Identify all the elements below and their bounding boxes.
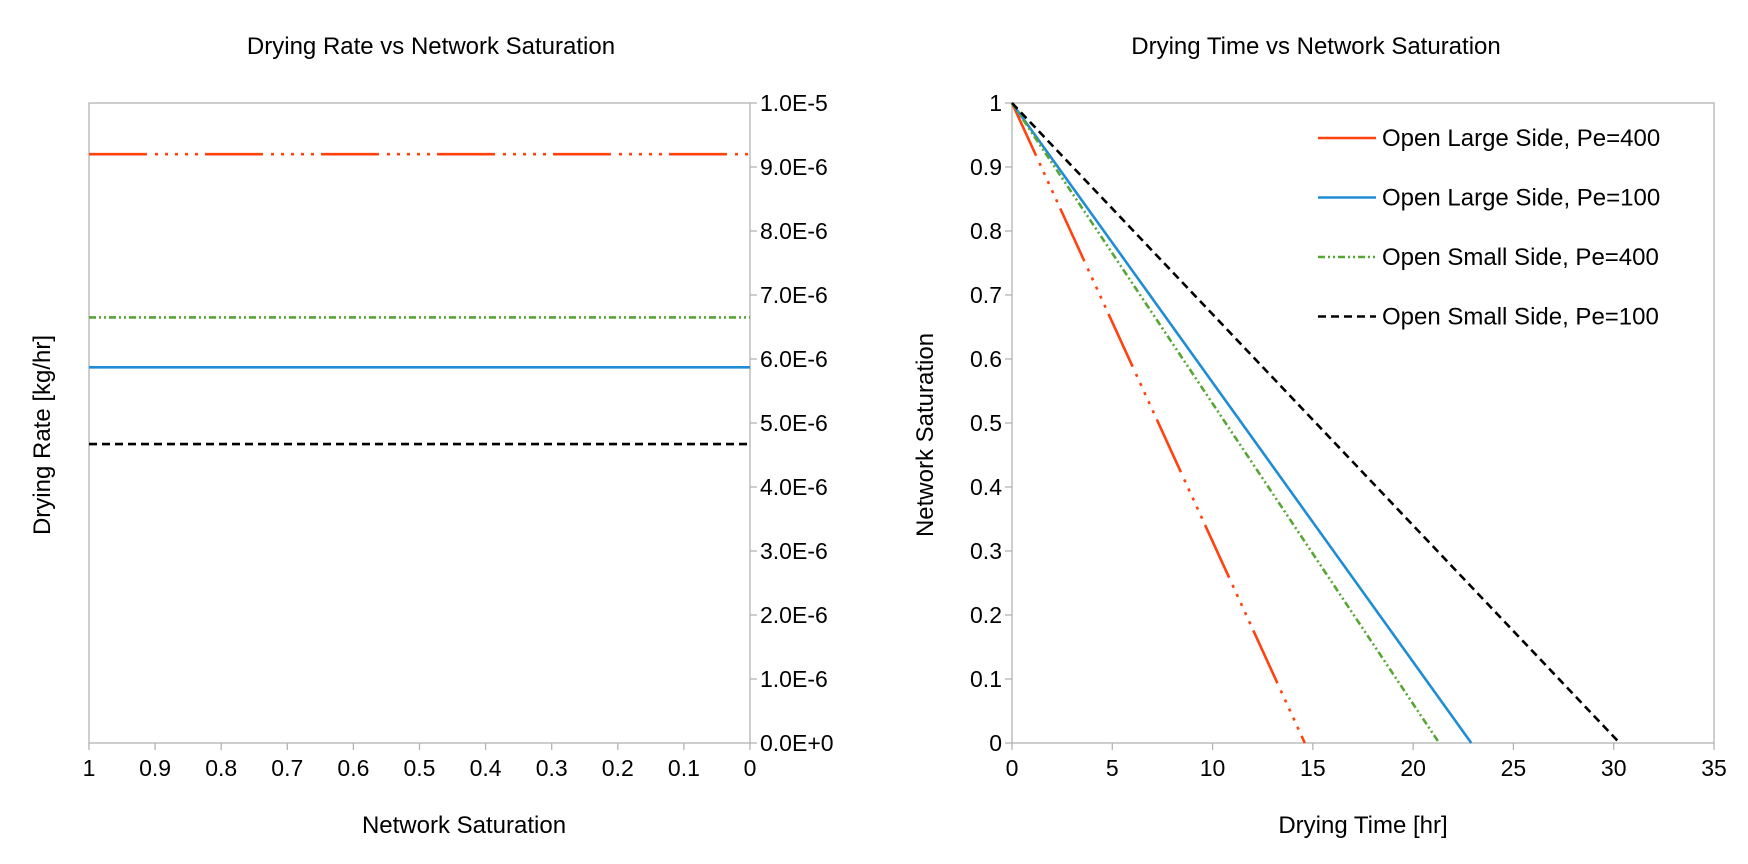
y-tick-label: 2.0E-6 — [760, 602, 828, 628]
y-tick-label: 0.6 — [970, 346, 1002, 372]
x-tick-label: 35 — [1701, 755, 1727, 781]
y-tick-label: 8.0E-6 — [760, 218, 828, 244]
y-tick-label: 0.9 — [970, 154, 1002, 180]
series-line-open-small-side-pe-400 — [1010, 102, 1441, 744]
x-tick-label: 0.2 — [602, 755, 634, 781]
x-tick-label: 0 — [1006, 755, 1019, 781]
y-tick-label: 0.2 — [970, 602, 1002, 628]
y-axis-label: Drying Rate [kg/hr] — [29, 335, 56, 535]
x-tick-label: 0.1 — [668, 755, 700, 781]
x-tick-label: 30 — [1601, 755, 1627, 781]
x-tick-label: 0.9 — [139, 755, 171, 781]
y-tick-label: 0.7 — [970, 282, 1002, 308]
x-tick-label: 0.7 — [271, 755, 303, 781]
legend-label: Open Large Side, Pe=100 — [1382, 185, 1660, 212]
x-tick-label: 10 — [1200, 755, 1226, 781]
chart-title: Drying Time vs Network Saturation — [1131, 33, 1500, 60]
x-tick-label: 0.5 — [404, 755, 436, 781]
y-axis-ticks: 0 0.1 0.2 0.3 0.4 0.5 0.6 0.7 0.8 0.9 1 — [970, 90, 1012, 756]
plot-area-border — [88, 102, 751, 744]
series-lines — [1010, 102, 1621, 744]
y-tick-label: 6.0E-6 — [760, 346, 828, 372]
legend-label: Open Small Side, Pe=100 — [1382, 304, 1659, 331]
y-axis-label: Network Saturation — [912, 333, 939, 537]
y-tick-label: 5.0E-6 — [760, 410, 828, 436]
x-tick-label: 25 — [1501, 755, 1527, 781]
x-tick-label: 0.4 — [470, 755, 502, 781]
y-tick-label: 3.0E-6 — [760, 538, 828, 564]
chart-title: Drying Rate vs Network Saturation — [247, 33, 615, 60]
y-tick-label: 1 — [989, 90, 1002, 116]
x-tick-label: 20 — [1400, 755, 1426, 781]
y-tick-label: 0.8 — [970, 218, 1002, 244]
x-tick-label: 0 — [744, 755, 757, 781]
chart-rate: Drying Rate vs Network Saturation Networ… — [29, 33, 834, 839]
x-tick-label: 0.3 — [536, 755, 568, 781]
chart-time: Drying Time vs Network Saturation Drying… — [912, 33, 1727, 839]
y-tick-label: 0.3 — [970, 538, 1002, 564]
y-tick-label: 1.0E-6 — [760, 666, 828, 692]
x-axis-label: Network Saturation — [362, 812, 566, 839]
x-tick-label: 0.6 — [337, 755, 369, 781]
y-tick-label: 4.0E-6 — [760, 474, 828, 500]
series-line-open-large-side-pe-400 — [1010, 102, 1306, 744]
legend-label: Open Large Side, Pe=400 — [1382, 125, 1660, 152]
series-lines — [89, 152, 750, 446]
y-tick-label: 0 — [989, 730, 1002, 756]
y-tick-label: 0.0E+0 — [760, 730, 834, 756]
series-line-open-large-side-pe-100 — [1010, 102, 1473, 744]
x-tick-label: 15 — [1300, 755, 1326, 781]
y-tick-label: 7.0E-6 — [760, 282, 828, 308]
x-tick-label: 0.8 — [205, 755, 237, 781]
legend-label: Open Small Side, Pe=400 — [1382, 244, 1659, 271]
x-axis-ticks: 0 5 10 15 20 25 30 35 — [1006, 743, 1727, 781]
x-axis-label: Drying Time [hr] — [1278, 812, 1447, 839]
y-axis-ticks: 0.0E+0 1.0E-6 2.0E-6 3.0E-6 4.0E-6 5.0E-6 6.0E… — [750, 90, 834, 756]
y-tick-label: 0.1 — [970, 666, 1002, 692]
y-tick-label: 0.5 — [970, 410, 1002, 436]
series-line-open-small-side-pe-100 — [1011, 102, 1621, 744]
y-tick-label: 9.0E-6 — [760, 154, 828, 180]
y-tick-label: 0.4 — [970, 474, 1002, 500]
x-tick-label: 1 — [83, 755, 96, 781]
x-tick-label: 5 — [1106, 755, 1119, 781]
legend: Open Large Side, Pe=400 Open Large Side, … — [1318, 125, 1660, 331]
y-tick-label: 1.0E-5 — [760, 90, 828, 116]
x-axis-ticks: 1 0.9 0.8 0.7 0.6 0.5 0.4 0.3 0.2 0.1 0 — [83, 743, 757, 781]
